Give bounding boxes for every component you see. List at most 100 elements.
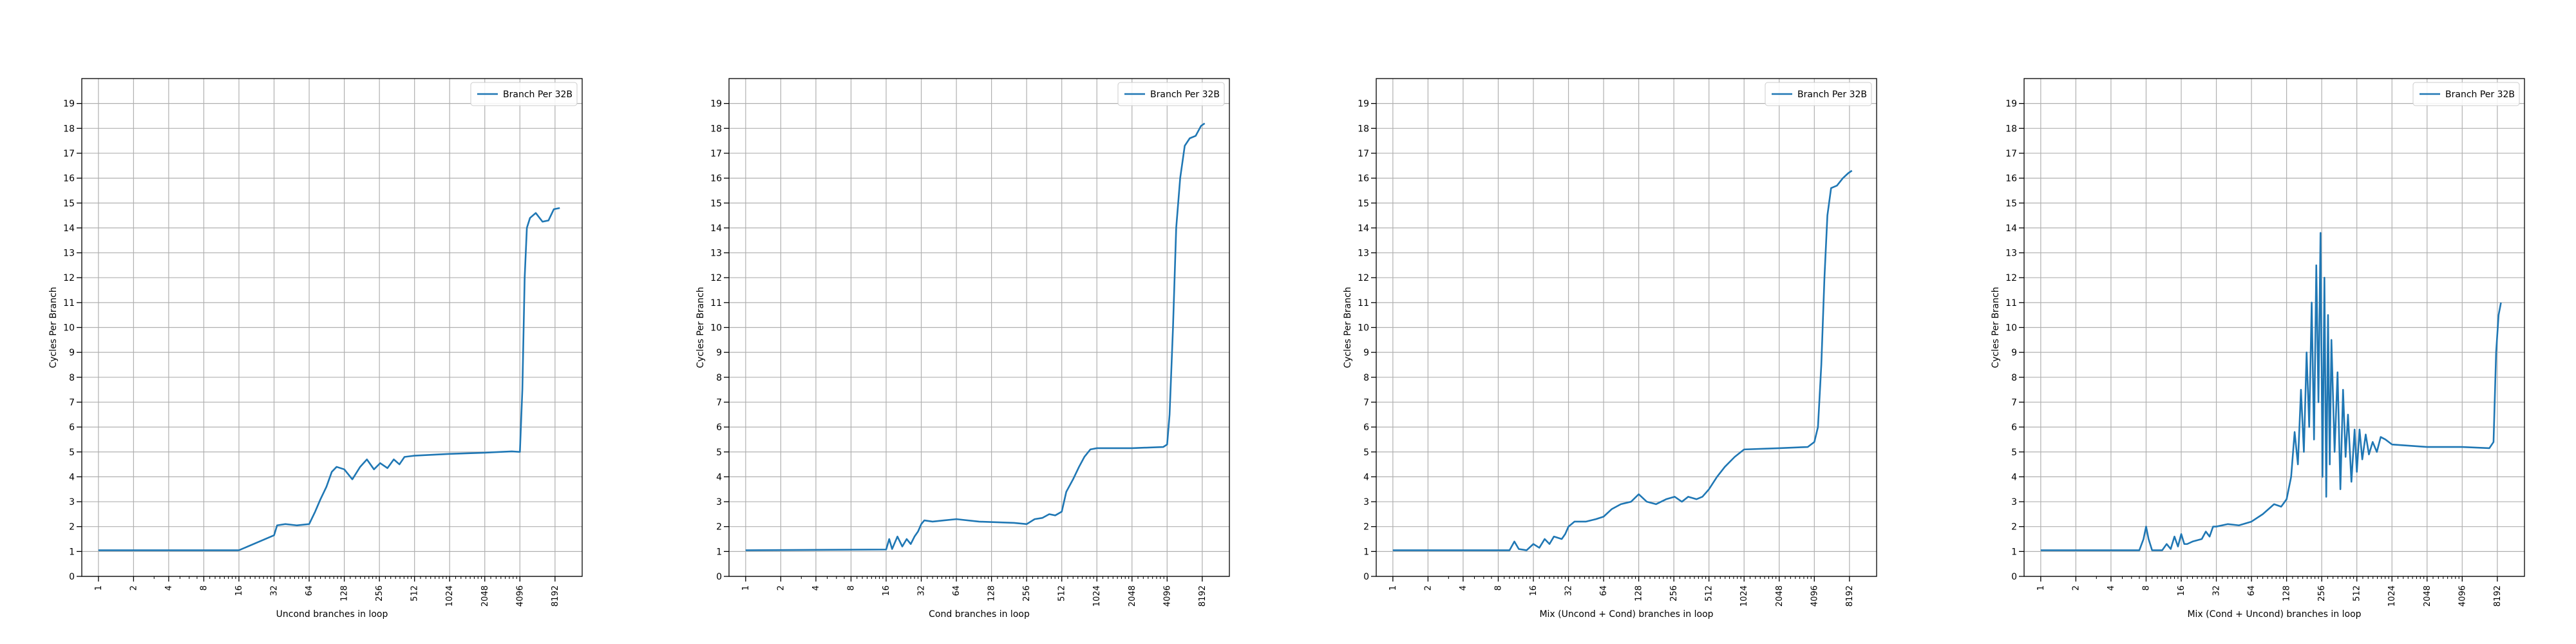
y-tick-label: 11 [63, 298, 75, 308]
y-axis-label: Cycles Per Branch [1343, 287, 1353, 368]
y-tick-label: 15 [2005, 198, 2017, 209]
x-tick-label: 256 [375, 585, 384, 601]
y-tick-label: 14 [2005, 223, 2017, 234]
y-tick-label: 18 [1358, 124, 1369, 134]
y-tick-label: 17 [1358, 149, 1369, 159]
x-tick-label: 1 [94, 585, 104, 591]
x-tick-label: 2048 [480, 585, 490, 607]
y-tick-label: 6 [716, 422, 722, 433]
chart-panel-2: 1 2 4 8 16 32 64 128 256 512 1024 2048 4096 819201234… [696, 78, 1230, 620]
y-tick-label: 13 [2005, 249, 2017, 259]
chart-panel-1: 1 2 4 8 16 32 64 128 256 512 1024 2048 4096 819201234… [48, 78, 583, 620]
x-tick-label: 1024 [445, 585, 455, 607]
y-axis-label: Cycles Per Branch [1991, 287, 2001, 368]
x-tick-label: 128 [2282, 585, 2292, 601]
y-tick-label: 7 [716, 397, 722, 408]
y-tick-label: 8 [2011, 373, 2017, 383]
x-tick-label: 512 [1705, 585, 1714, 601]
x-tick-label: 32 [917, 585, 927, 596]
x-tick-label: 4096 [2458, 585, 2467, 607]
x-tick-label: 64 [305, 585, 314, 596]
x-tick-label: 128 [987, 585, 997, 601]
legend-label: Branch Per 32B [1797, 90, 1867, 100]
y-tick-label: 6 [1363, 422, 1369, 433]
x-tick-label: 64 [2247, 585, 2257, 596]
y-tick-label: 5 [69, 448, 75, 458]
legend-label: Branch Per 32B [503, 90, 573, 100]
y-tick-label: 0 [716, 572, 722, 582]
x-tick-label: 1 [2036, 585, 2046, 591]
y-tick-label: 16 [63, 174, 75, 184]
y-tick-label: 12 [2005, 273, 2017, 283]
x-tick-label: 512 [2353, 585, 2362, 601]
x-tick-label: 2048 [1775, 585, 1785, 607]
x-tick-label: 512 [410, 585, 420, 601]
x-tick-label: 8 [846, 585, 856, 591]
series-line [745, 122, 1206, 551]
x-tick-label: 2048 [2423, 585, 2432, 607]
x-tick-label: 8192 [551, 585, 560, 607]
y-tick-label: 14 [63, 223, 75, 234]
y-tick-label: 15 [1358, 198, 1369, 209]
y-tick-label: 17 [63, 149, 75, 159]
legend-label: Branch Per 32B [1150, 90, 1220, 100]
y-tick-label: 12 [63, 273, 75, 283]
x-tick-label: 16 [2177, 585, 2186, 596]
y-tick-label: 3 [1363, 497, 1369, 507]
y-tick-label: 4 [69, 472, 75, 482]
x-axis-label: Mix (Cond + Uncond) branches in loop [2187, 609, 2361, 620]
x-tick-label: 16 [882, 585, 891, 596]
y-tick-label: 0 [69, 572, 75, 582]
y-tick-label: 11 [710, 298, 722, 308]
x-tick-label: 2 [776, 585, 786, 591]
y-tick-label: 19 [710, 99, 722, 109]
x-tick-label: 8 [1493, 585, 1503, 591]
axes-frame [2023, 78, 2525, 577]
x-tick-label: 32 [2212, 585, 2222, 596]
y-tick-label: 9 [2011, 348, 2017, 358]
x-tick-label: 1024 [1739, 585, 1749, 607]
y-tick-label: 13 [63, 249, 75, 259]
y-tick-label: 4 [1363, 472, 1369, 482]
y-tick-label: 1 [1363, 547, 1369, 557]
y-tick-label: 17 [2005, 149, 2017, 159]
y-tick-label: 2 [69, 522, 75, 533]
x-tick-label: 8192 [1198, 585, 1208, 607]
y-tick-label: 19 [63, 99, 75, 109]
x-tick-label: 4 [1459, 585, 1468, 591]
y-tick-label: 9 [716, 348, 722, 358]
y-tick-label: 9 [69, 348, 75, 358]
x-axis-label: Uncond branches in loop [276, 609, 388, 620]
x-tick-label: 8 [2141, 585, 2151, 591]
x-tick-label: 4096 [1162, 585, 1172, 607]
x-tick-label: 8192 [2493, 585, 2503, 607]
y-tick-label: 4 [2011, 472, 2017, 482]
y-tick-label: 3 [69, 497, 75, 507]
legend-label: Branch Per 32B [2445, 90, 2515, 100]
y-tick-label: 11 [2005, 298, 2017, 308]
y-tick-label: 19 [1358, 99, 1369, 109]
y-tick-label: 3 [716, 497, 722, 507]
y-tick-label: 2 [1363, 522, 1369, 533]
y-tick-label: 0 [1363, 572, 1369, 582]
y-tick-label: 10 [2005, 323, 2017, 334]
x-axis-label: Cond branches in loop [929, 609, 1030, 620]
x-tick-label: 2 [1423, 585, 1433, 591]
y-tick-label: 8 [69, 373, 75, 383]
y-tick-label: 19 [2005, 99, 2017, 109]
y-tick-label: 10 [710, 323, 722, 334]
x-tick-label: 1024 [1092, 585, 1102, 607]
y-tick-label: 8 [716, 373, 722, 383]
x-tick-label: 16 [1529, 585, 1539, 596]
axes-frame [728, 78, 1230, 577]
y-tick-label: 10 [63, 323, 75, 334]
legend-box [1765, 82, 1872, 106]
x-tick-label: 64 [952, 585, 961, 596]
x-tick-label: 4096 [515, 585, 525, 607]
x-tick-label: 32 [1564, 585, 1574, 596]
y-tick-label: 16 [1358, 174, 1369, 184]
y-tick-label: 1 [716, 547, 722, 557]
y-tick-label: 13 [710, 249, 722, 259]
chart-panel-4: 1 2 4 8 16 32 64 128 256 512 1024 2048 4096 819201234… [1991, 78, 2525, 620]
